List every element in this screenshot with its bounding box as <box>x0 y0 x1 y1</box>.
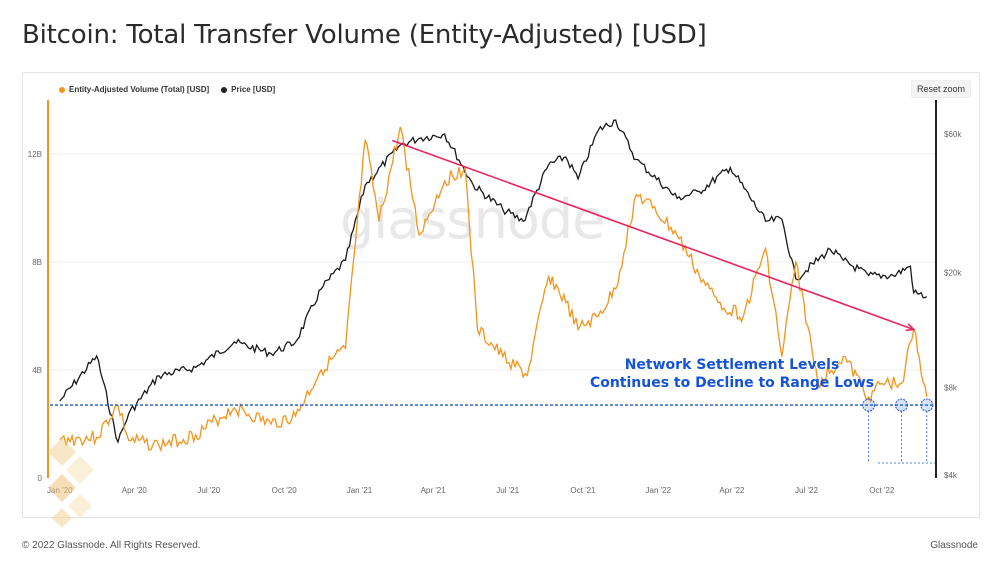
glassnode-logo-mark <box>48 438 94 528</box>
x-tick-label: Oct '20 <box>272 486 298 495</box>
support-touch-circle <box>920 398 934 412</box>
x-tick-label: Apr '21 <box>421 486 447 495</box>
trend-arrow-head <box>905 323 916 332</box>
logo-diamond <box>68 494 92 518</box>
x-tick-label: Apr '22 <box>719 486 745 495</box>
footer-brand: Glassnode <box>930 540 978 551</box>
logo-diamond <box>52 508 72 528</box>
y-right-tick-label: $20k <box>944 268 962 277</box>
y-left-tick-label: 4B <box>32 366 42 375</box>
support-touch-circle <box>894 398 908 412</box>
y-right-tick-label: $8k <box>944 384 958 393</box>
legend: Entity-Adjusted Volume (Total) [USD] Pri… <box>59 85 275 94</box>
annotation: Network Settlement Levels Continues to D… <box>582 356 882 392</box>
logo-diamond <box>48 474 76 502</box>
x-tick-label: Jan '21 <box>347 486 373 495</box>
x-tick-label: Jul '21 <box>496 486 519 495</box>
legend-item-price[interactable]: Price [USD] <box>221 85 275 94</box>
annotation-line-1: Network Settlement Levels <box>624 357 840 373</box>
support-touch-circle <box>862 398 876 412</box>
y-right-tick-label: $4k <box>944 471 958 480</box>
series-line-price <box>59 119 928 444</box>
x-tick-label: Oct '22 <box>869 486 895 495</box>
y-left-tick-label: 8B <box>32 258 42 267</box>
x-tick-label: Apr '20 <box>122 486 148 495</box>
x-tick-label: Jan '22 <box>646 486 672 495</box>
legend-dot-price <box>221 86 228 93</box>
legend-dot-volume <box>59 86 65 93</box>
footer-copyright: © 2022 Glassnode. All Rights Reserved. <box>22 540 201 551</box>
series-line-volume <box>59 126 928 453</box>
y-right-tick-label: $60k <box>944 130 962 139</box>
legend-label-volume: Entity-Adjusted Volume (Total) [USD] <box>69 85 210 94</box>
x-tick-label: Jul '22 <box>795 486 818 495</box>
logo-diamond <box>48 438 76 466</box>
page-title: Bitcoin: Total Transfer Volume (Entity-A… <box>22 20 707 50</box>
legend-label-price: Price [USD] <box>231 85 276 94</box>
trend-arrow-line <box>391 139 914 331</box>
legend-item-volume[interactable]: Entity-Adjusted Volume (Total) [USD] <box>59 85 209 94</box>
annotation-line-2: Continues to Decline to Range Lows <box>589 375 875 391</box>
reset-zoom-button[interactable]: Reset zoom <box>910 80 971 98</box>
y-left-tick-label: 12B <box>28 150 42 159</box>
logo-diamond <box>66 456 94 484</box>
x-tick-label: Jul '20 <box>197 486 220 495</box>
watermark: glassnode <box>340 188 605 251</box>
y-left-tick-label: 0 <box>38 474 43 483</box>
x-tick-label: Oct '21 <box>570 486 596 495</box>
